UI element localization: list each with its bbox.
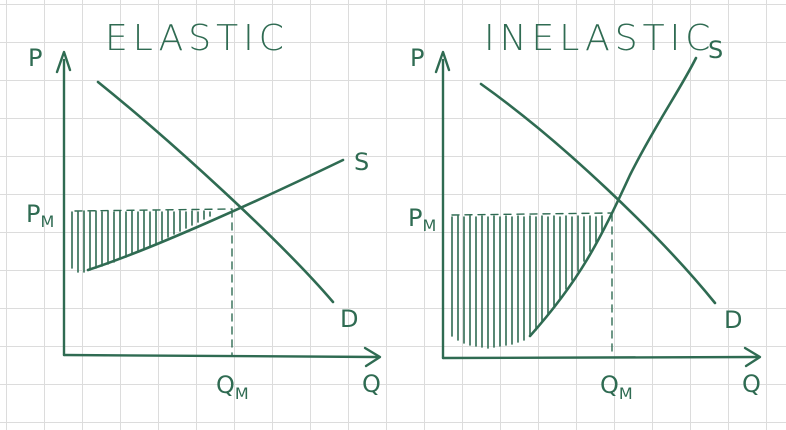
inelastic-quantity-marker: QM — [600, 371, 633, 403]
inelastic-y-arrow — [434, 50, 451, 74]
inelastic-demand-curve — [479, 82, 717, 305]
inelastic-axes — [434, 50, 762, 368]
inelastic-title: INELASTIC — [484, 18, 715, 59]
inelastic-supply-label: S — [708, 36, 723, 64]
elastic-price-dashed-line — [74, 208, 233, 212]
inelastic-price-marker: PM — [408, 204, 436, 235]
elastic-title: ELASTIC — [105, 18, 289, 59]
inelastic-x-arrow — [743, 346, 762, 368]
elastic-supply-curve — [86, 158, 345, 272]
elastic-panel: ELASTIC P Q — [26, 18, 382, 403]
elastic-y-arrow — [55, 50, 72, 74]
inelastic-x-axis — [441, 355, 760, 360]
elastic-supply-label: S — [354, 148, 369, 176]
elastic-quantity-marker: QM — [216, 371, 249, 403]
elastic-axes — [55, 50, 382, 368]
inelastic-demand-label: D — [724, 306, 742, 334]
elastic-x-axis — [62, 353, 380, 359]
elastic-x-axis-label: Q — [362, 370, 381, 398]
elastic-producer-surplus-hatch — [71, 210, 211, 273]
inelastic-price-dashed-line — [451, 212, 613, 216]
elastic-x-arrow — [363, 346, 382, 368]
elastic-demand-curve — [96, 80, 335, 304]
inelastic-producer-surplus-hatch — [451, 215, 603, 349]
elastic-price-marker: PM — [26, 200, 54, 231]
inelastic-x-axis-label: Q — [742, 370, 761, 398]
inelastic-supply-curve — [528, 56, 698, 338]
elastic-demand-label: D — [340, 305, 358, 333]
inelastic-panel: INELASTIC P Q — [408, 18, 762, 403]
inelastic-y-axis-label: P — [410, 44, 424, 72]
elastic-y-axis-label: P — [28, 44, 42, 72]
